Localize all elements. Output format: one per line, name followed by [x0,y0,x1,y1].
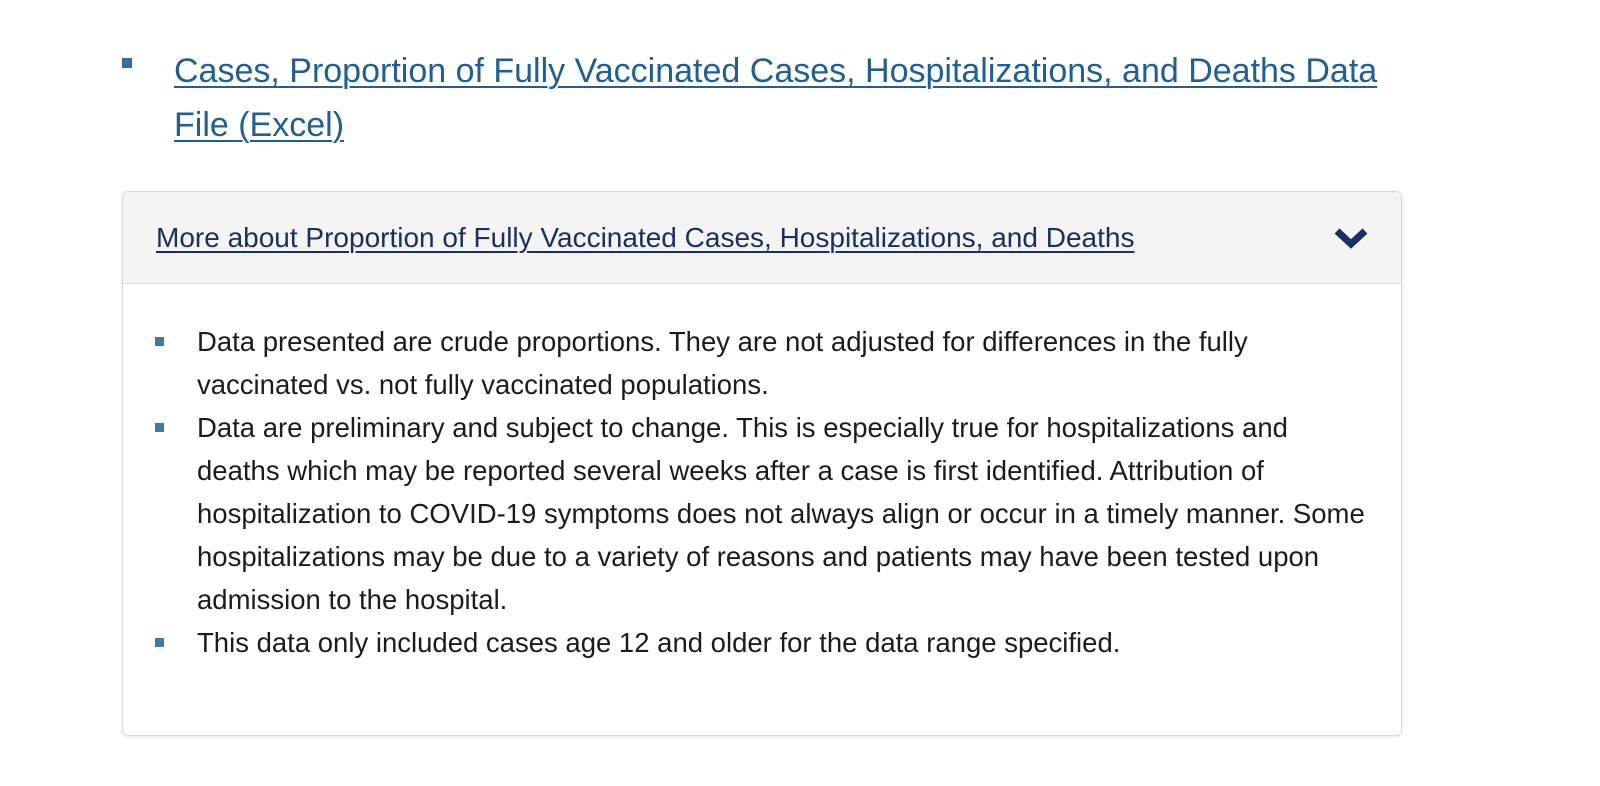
list-item: Data are preliminary and subject to chan… [155,406,1369,621]
accordion-body: Data presented are crude proportions. Th… [123,284,1401,664]
bullet-icon [155,638,164,647]
list-item: This data only included cases age 12 and… [155,621,1369,664]
accordion-title-link[interactable]: More about Proportion of Fully Vaccinate… [156,221,1135,253]
note-text: This data only included cases age 12 and… [197,627,1121,658]
chevron-down-icon[interactable] [1333,226,1369,250]
excel-data-file-link[interactable]: Cases, Proportion of Fully Vaccinated Ca… [174,52,1378,144]
bullet-icon [155,337,164,346]
notes-list: Data presented are crude proportions. Th… [155,320,1369,664]
list-item: Data presented are crude proportions. Th… [155,320,1369,406]
note-text: Data are preliminary and subject to chan… [197,412,1365,615]
accordion-header[interactable]: More about Proportion of Fully Vaccinate… [123,192,1401,284]
bullet-icon [155,423,164,432]
data-file-item: Cases, Proportion of Fully Vaccinated Ca… [122,44,1422,152]
bullet-icon [122,58,132,68]
data-file-list: Cases, Proportion of Fully Vaccinated Ca… [122,44,1422,152]
note-text: Data presented are crude proportions. Th… [197,326,1248,400]
accordion: More about Proportion of Fully Vaccinate… [122,191,1402,736]
